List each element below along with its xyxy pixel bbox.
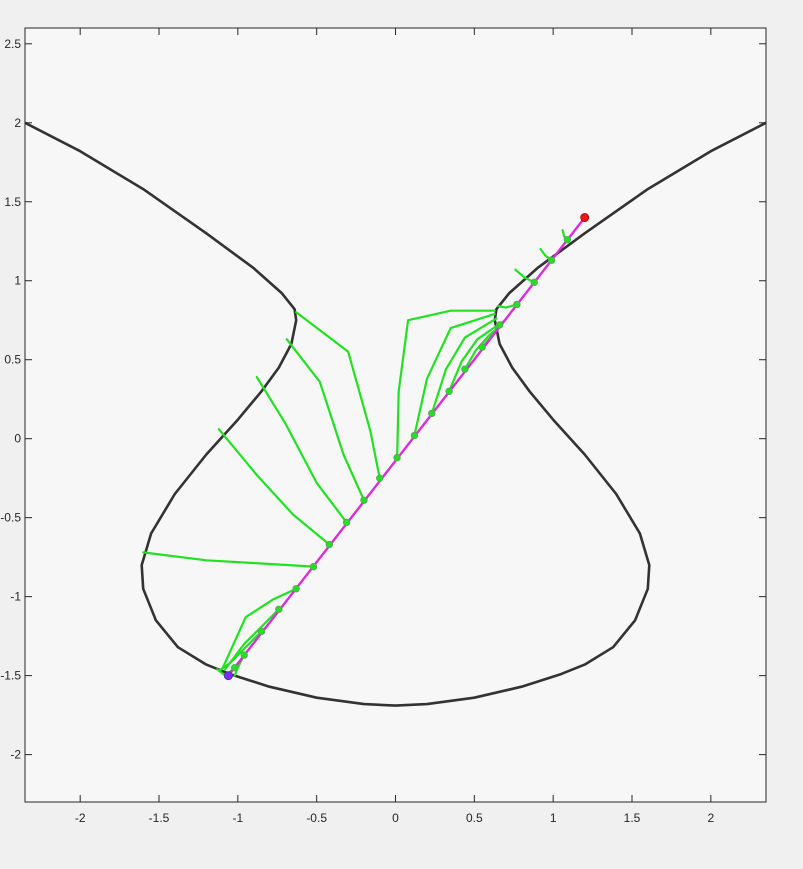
y-tick-label: 2 [14,116,21,130]
x-tick-label: -0.5 [306,811,327,825]
markers-layer [223,213,590,681]
y-tick-label: -2 [10,748,21,762]
line-sample-point [393,453,401,462]
x-axis: -2 -1.5 -1 -0.5 0 0.5 1 1.5 2 [75,28,714,825]
line-sample-point [309,562,318,571]
line-sample-point [530,278,538,287]
line-sample-point [230,664,239,672]
line-sample-point [325,540,333,549]
x-tick-label: 1.5 [624,811,641,825]
x-tick-label: 1 [550,811,557,825]
y-tick-label: -0.5 [0,511,21,525]
line-sample-point [428,409,436,418]
x-tick-label: -1.5 [149,811,170,825]
y-tick-label: 1.5 [4,195,21,209]
x-tick-label: -1 [233,811,244,825]
line-sample-point [513,300,521,309]
line-sample-point [292,585,300,593]
path-11 [413,312,496,437]
series-line-0 [227,216,586,677]
line-sample-point [478,343,486,351]
path-8 [285,338,366,502]
x-tick-label: -2 [75,811,86,825]
path-13 [448,323,500,393]
line-sample-point [376,474,384,482]
path-9 [295,311,381,480]
y-tick-label: 0 [14,432,21,446]
y-tick-label: -1.5 [0,669,21,683]
axes-background [25,28,766,802]
x-tick-label: 0.5 [466,811,483,825]
line-sample-point [563,235,572,244]
end-point [580,213,590,223]
plot-area [25,121,766,707]
y-tick-label: 1 [14,274,21,288]
line-sample-point [240,651,248,659]
line-sample-point [257,627,266,636]
x-tick-label: 2 [707,811,714,825]
y-tick-label: -1 [10,590,21,604]
line-layer [227,216,586,677]
line-sample-point [547,256,556,264]
x-tick-label: 0 [392,811,399,825]
path-2 [217,630,263,673]
line-sample-point [410,431,419,440]
path-12 [430,317,498,415]
y-axis: -2 -1.5 -1 -0.5 0 0.5 1 1.5 2 2.5 [0,37,766,762]
line-sample-point [342,518,351,527]
path-4 [221,587,298,671]
line-sample-point [275,605,283,613]
line-sample-point [360,496,368,504]
path-10 [396,309,496,459]
path-6 [217,428,331,546]
line-sample-point [461,365,469,373]
line-sample-point [495,321,504,329]
y-tick-label: 2.5 [4,37,21,51]
path-17 [496,303,519,309]
y-tick-label: 0.5 [4,353,21,367]
path-7 [255,376,348,524]
line-sample-point [445,387,453,396]
start-point [223,671,233,681]
path-5 [142,551,315,568]
path-3 [224,608,280,671]
